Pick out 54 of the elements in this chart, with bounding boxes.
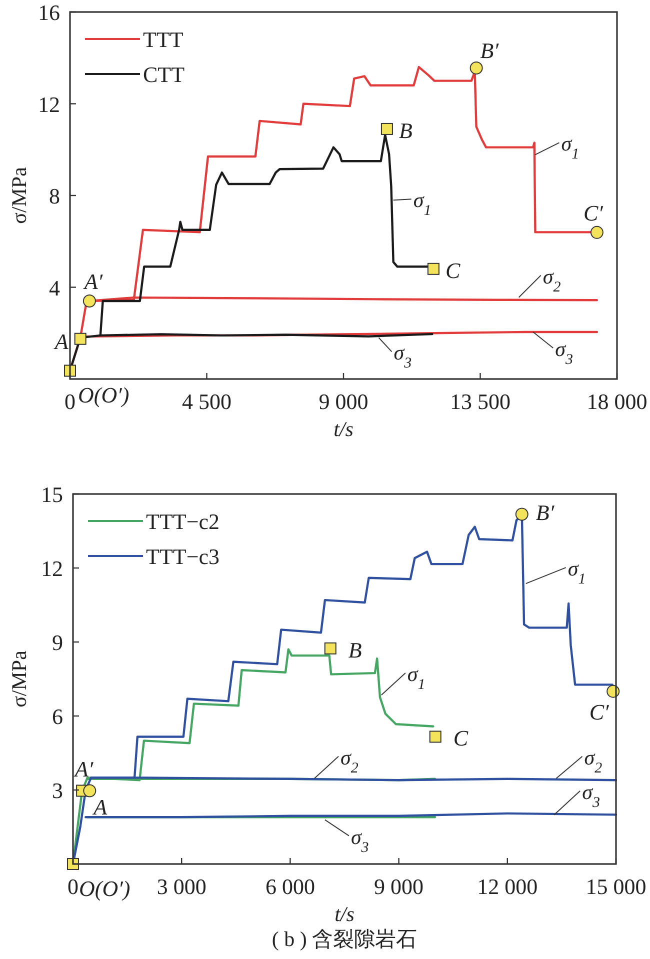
x-tick-label: 13 500 bbox=[450, 389, 510, 414]
y-tick-label: 15 bbox=[41, 482, 63, 507]
legend-label: TTT−c3 bbox=[146, 544, 220, 569]
x-tick-label: 4 500 bbox=[182, 389, 232, 414]
annotation: C bbox=[445, 258, 460, 283]
x-tick-label: 9 000 bbox=[318, 389, 368, 414]
x-axis-title: t/s bbox=[334, 902, 354, 926]
annotation: A bbox=[92, 794, 108, 820]
annotation: σ$_{2}$ bbox=[340, 745, 359, 776]
annotation: σ$_{1}$ bbox=[561, 132, 580, 163]
x-tick-label: 12 000 bbox=[477, 874, 538, 899]
annotation: O(O′) bbox=[79, 876, 130, 901]
y-tick-label: 6 bbox=[52, 704, 63, 729]
annotation: σ$_{1}$ bbox=[407, 662, 426, 694]
y-tick-label: 16 bbox=[38, 0, 60, 25]
y-axis-title: σ/MPa bbox=[7, 650, 31, 708]
y-tick-label: 4 bbox=[49, 275, 60, 300]
y-tick-label: 12 bbox=[41, 556, 63, 581]
annotation: A′ bbox=[72, 756, 94, 782]
x-tick-label: 6 000 bbox=[265, 874, 315, 899]
annotation: B′ bbox=[480, 38, 500, 63]
annotation: O(O′) bbox=[78, 382, 130, 408]
annotation: C′ bbox=[583, 200, 604, 226]
x-tick-label: 15 000 bbox=[586, 874, 646, 899]
annotation: B bbox=[348, 637, 362, 662]
annotation: B bbox=[398, 118, 412, 143]
legend-label: TTT−c2 bbox=[146, 509, 220, 534]
text: ( b ) 含裂隙岩石 bbox=[272, 927, 418, 951]
annotation: σ$_{1}$ bbox=[568, 556, 586, 588]
x-tick-label: 0 bbox=[64, 389, 76, 414]
y-tick-label: 3 bbox=[52, 778, 63, 803]
annotation: σ$_{3}$ bbox=[555, 336, 573, 368]
annotation: A bbox=[52, 328, 69, 354]
legend-label: CTT bbox=[143, 62, 186, 87]
x-tick-label: 3 000 bbox=[156, 874, 206, 899]
annotation: σ$_{3}$ bbox=[394, 340, 412, 372]
annotation: σ$_{2}$ bbox=[584, 745, 603, 776]
y-tick-label: 12 bbox=[38, 92, 60, 117]
x-tick-label: 9 000 bbox=[374, 874, 424, 899]
annotation: σ$_{2}$ bbox=[542, 264, 562, 296]
legend-label: TTT bbox=[143, 27, 184, 52]
annotation: B′ bbox=[536, 500, 556, 526]
annotation: σ$_{3}$ bbox=[350, 824, 369, 856]
annotation: C′ bbox=[589, 699, 610, 724]
annotation: A′ bbox=[82, 269, 104, 294]
x-tick-label: 18 000 bbox=[586, 389, 648, 414]
y-tick-label: 8 bbox=[49, 184, 60, 208]
x-axis-title: t/s bbox=[334, 417, 354, 441]
annotation: σ$_{3}$ bbox=[582, 780, 600, 811]
y-axis-title: σ/MPa bbox=[7, 166, 31, 224]
x-tick-label: 0 bbox=[68, 874, 78, 899]
annotation: C bbox=[453, 726, 468, 751]
annotation: σ$_{1}$ bbox=[413, 188, 432, 220]
y-tick-label: 9 bbox=[52, 630, 63, 655]
